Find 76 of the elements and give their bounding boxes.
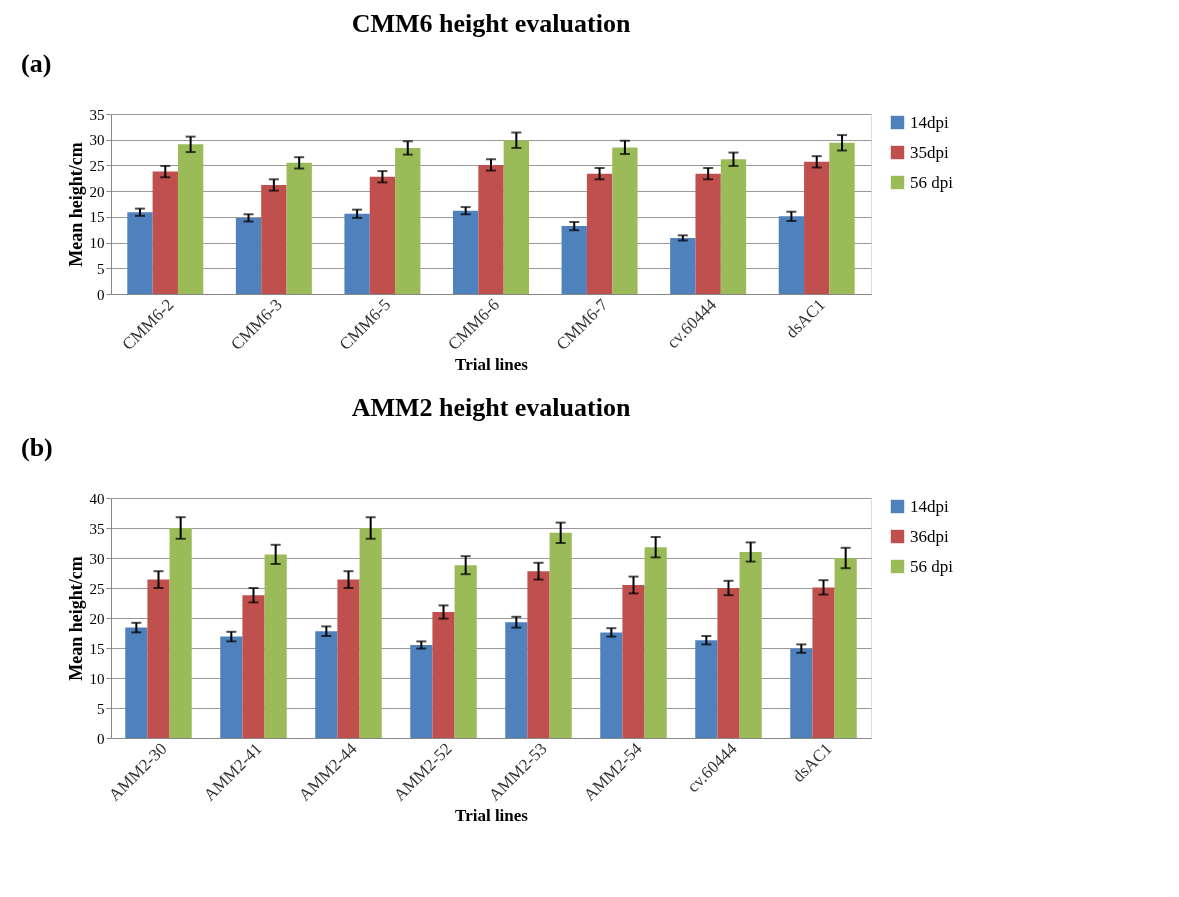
y-axis-title: Mean height/cm <box>65 556 86 681</box>
legend-label: 56 dpi <box>910 556 954 576</box>
bar <box>670 237 696 294</box>
legend-label: 56 dpi <box>910 172 954 192</box>
bar <box>432 612 455 738</box>
bar <box>454 565 477 738</box>
y-tick-label: 0 <box>97 730 105 747</box>
bar <box>612 147 638 294</box>
bar <box>478 164 504 294</box>
y-tick-label: 30 <box>89 550 105 567</box>
bar <box>720 159 747 294</box>
y-tick-label: 35 <box>89 106 105 123</box>
y-tick-label: 35 <box>89 520 105 537</box>
bar <box>812 587 835 738</box>
bar <box>177 144 204 294</box>
bar <box>147 579 170 738</box>
y-tick-label: 40 <box>89 490 105 507</box>
legend-label: 14dpi <box>910 496 949 516</box>
bar <box>125 627 148 738</box>
y-axis-title: Mean height/cm <box>65 142 86 267</box>
x-axis-title: Trial lines <box>455 355 529 375</box>
bar <box>834 558 857 738</box>
bar <box>717 588 740 738</box>
bar <box>549 532 572 738</box>
bar <box>695 173 721 294</box>
bar <box>453 210 479 294</box>
bar <box>359 528 382 738</box>
y-tick-label: 25 <box>89 580 105 597</box>
x-axis-title: Trial lines <box>455 805 529 825</box>
bar <box>220 636 243 738</box>
bar <box>561 226 587 294</box>
y-tick-label: 20 <box>89 183 105 200</box>
bar <box>286 162 312 294</box>
bar <box>264 554 287 738</box>
y-tick-label: 25 <box>89 157 105 174</box>
bar <box>344 213 370 294</box>
text: (a) <box>21 49 52 78</box>
y-tick-label: 30 <box>89 132 105 149</box>
bar <box>410 645 433 738</box>
y-tick-label: 10 <box>89 235 105 252</box>
y-tick-label: 20 <box>89 610 105 627</box>
bar <box>503 140 529 294</box>
bar <box>235 217 262 294</box>
bar <box>505 622 528 738</box>
bar <box>778 216 805 294</box>
bar <box>804 161 830 294</box>
bar <box>695 640 718 738</box>
bar <box>337 579 360 738</box>
chart-title: CMM6 height evaluation <box>351 9 631 38</box>
bar <box>127 212 153 294</box>
legend-label: 35dpi <box>910 142 949 162</box>
bar <box>315 631 338 738</box>
y-tick-label: 5 <box>97 260 105 277</box>
bar <box>739 552 762 738</box>
bar <box>644 547 667 738</box>
legend-label: 36dpi <box>910 526 949 546</box>
text: (b) <box>21 433 53 462</box>
bar <box>600 632 623 738</box>
bar <box>586 173 613 294</box>
y-tick-label: 15 <box>89 209 105 226</box>
bar <box>622 585 645 738</box>
y-tick-label: 15 <box>89 640 105 657</box>
bar <box>169 528 192 738</box>
legend-label: 14dpi <box>910 112 949 132</box>
bar <box>395 147 421 294</box>
bar <box>242 595 265 738</box>
y-tick-label: 0 <box>97 286 105 303</box>
y-tick-label: 10 <box>89 670 105 687</box>
bar <box>261 184 287 294</box>
bar <box>790 648 813 738</box>
bar <box>369 176 396 294</box>
chart-title: AMM2 height evaluation <box>351 393 631 422</box>
bar <box>527 571 550 738</box>
bar <box>829 142 855 294</box>
bar <box>152 171 178 294</box>
y-tick-label: 5 <box>97 700 105 717</box>
